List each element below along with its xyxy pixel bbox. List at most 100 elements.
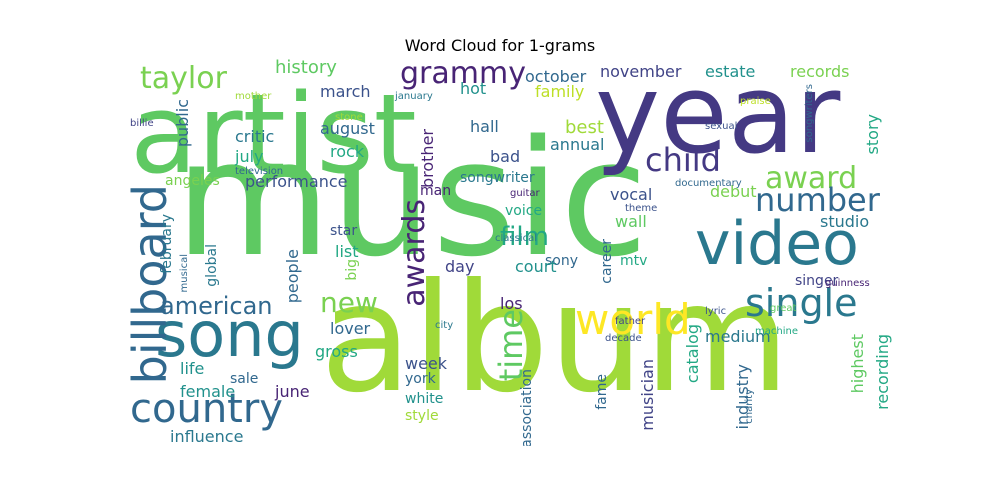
word-angeles: angeles: [165, 173, 220, 189]
word-march: march: [320, 82, 371, 101]
word-film: film: [500, 222, 549, 252]
word-theme: theme: [625, 203, 658, 214]
word-city: city: [435, 320, 454, 331]
word-child: child: [645, 141, 721, 179]
word-los: los: [500, 294, 523, 313]
word-mtv: mtv: [620, 253, 648, 269]
word-estate: estate: [705, 62, 756, 81]
word-musician: musician: [638, 359, 657, 431]
word-hot: hot: [460, 79, 487, 98]
word-june: june: [275, 382, 310, 401]
word-debut: debut: [710, 182, 757, 201]
word-brother: brother: [418, 129, 437, 189]
word-new: new: [320, 286, 378, 319]
word-global: global: [204, 244, 220, 287]
word-songwriter: songwriter: [460, 170, 535, 186]
word-catalog: catalog: [683, 324, 702, 384]
word-history: history: [275, 59, 337, 78]
word-week: week: [405, 354, 448, 373]
word-gross: gross: [315, 342, 358, 361]
word-award: award: [765, 161, 858, 196]
word-country: country: [130, 386, 283, 432]
word-songwriters: songwriters: [804, 84, 815, 143]
word-highest: highest: [848, 334, 867, 394]
word-musical: musical: [179, 254, 190, 293]
word-best: best: [565, 117, 604, 138]
word-rock: rock: [330, 142, 365, 161]
word-taylor: taylor: [140, 61, 227, 96]
word-recording: recording: [873, 334, 892, 410]
word-female: female: [180, 382, 236, 401]
word-sony: sony: [545, 253, 579, 269]
word-annual: annual: [550, 135, 605, 154]
word-world: world: [575, 295, 691, 344]
word-october: october: [525, 67, 587, 86]
word-july: july: [235, 147, 264, 166]
word-great: great: [770, 303, 797, 314]
word-medium: medium: [705, 327, 771, 346]
word-number: number: [755, 181, 880, 219]
word-january: january: [395, 91, 433, 102]
word-single: single: [745, 281, 858, 325]
word-fame: fame: [594, 374, 610, 410]
word-cloud: music album year artist video song country bill…: [125, 59, 900, 446]
word-big: big: [344, 259, 360, 281]
word-artist: artist: [130, 70, 417, 198]
word-documentary: documentary: [675, 178, 742, 189]
word-video: video: [695, 209, 859, 279]
word-sexual: sexual: [705, 121, 738, 132]
word-year: year: [595, 59, 841, 178]
word-style: style: [405, 408, 439, 424]
word-guitar: guitar: [510, 188, 540, 199]
word-voice: voice: [505, 203, 543, 219]
word-people: people: [283, 249, 302, 304]
word-sale: sale: [230, 371, 259, 387]
word-television: television: [235, 166, 284, 177]
word-lyric: lyric: [705, 306, 727, 317]
word-story: story: [863, 114, 882, 155]
word-mother: mother: [235, 91, 272, 102]
word-grammy: grammy: [400, 59, 526, 91]
word-studio: studio: [820, 212, 870, 231]
word-family: family: [535, 82, 585, 101]
word-music: music: [175, 105, 649, 292]
word-singer: singer: [795, 273, 839, 289]
word-association: association: [519, 369, 535, 446]
word-awards: awards: [397, 199, 432, 307]
word-white: white: [405, 391, 444, 407]
word-list: list: [335, 242, 359, 261]
word-stone: stone: [335, 112, 363, 123]
word-hall: hall: [470, 117, 499, 136]
word-november: november: [600, 62, 682, 81]
chart-title: Word Cloud for 1-grams: [404, 36, 596, 55]
word-public: public: [173, 99, 192, 148]
word-wall: wall: [615, 212, 647, 231]
word-performance: performance: [245, 172, 348, 191]
word-decade: decade: [605, 333, 642, 344]
word-career: career: [599, 239, 615, 284]
word-life: life: [180, 359, 205, 378]
word-charity: charity: [744, 389, 755, 424]
word-american: american: [160, 292, 273, 320]
word-billie: billie: [130, 118, 154, 129]
word-man: man: [420, 183, 452, 199]
word-machine: machine: [755, 326, 798, 337]
word-court: court: [515, 257, 557, 276]
word-praise: praise: [740, 96, 771, 107]
word-song: song: [155, 298, 304, 371]
word-day: day: [445, 257, 475, 276]
word-york: york: [405, 371, 436, 387]
word-records: records: [790, 62, 850, 81]
word-august: august: [320, 119, 375, 138]
word-lover: lover: [330, 319, 371, 338]
word-father: father: [615, 316, 646, 327]
word-classical: classical: [495, 233, 538, 244]
word-album: album: [320, 252, 790, 426]
word-guinness: guinness: [825, 278, 870, 289]
word-critic: critic: [235, 127, 275, 146]
word-bad: bad: [490, 147, 521, 166]
word-influence: influence: [170, 427, 244, 446]
word-february: february: [159, 214, 175, 274]
word-star: star: [330, 223, 358, 239]
word-vocal: vocal: [610, 185, 653, 204]
